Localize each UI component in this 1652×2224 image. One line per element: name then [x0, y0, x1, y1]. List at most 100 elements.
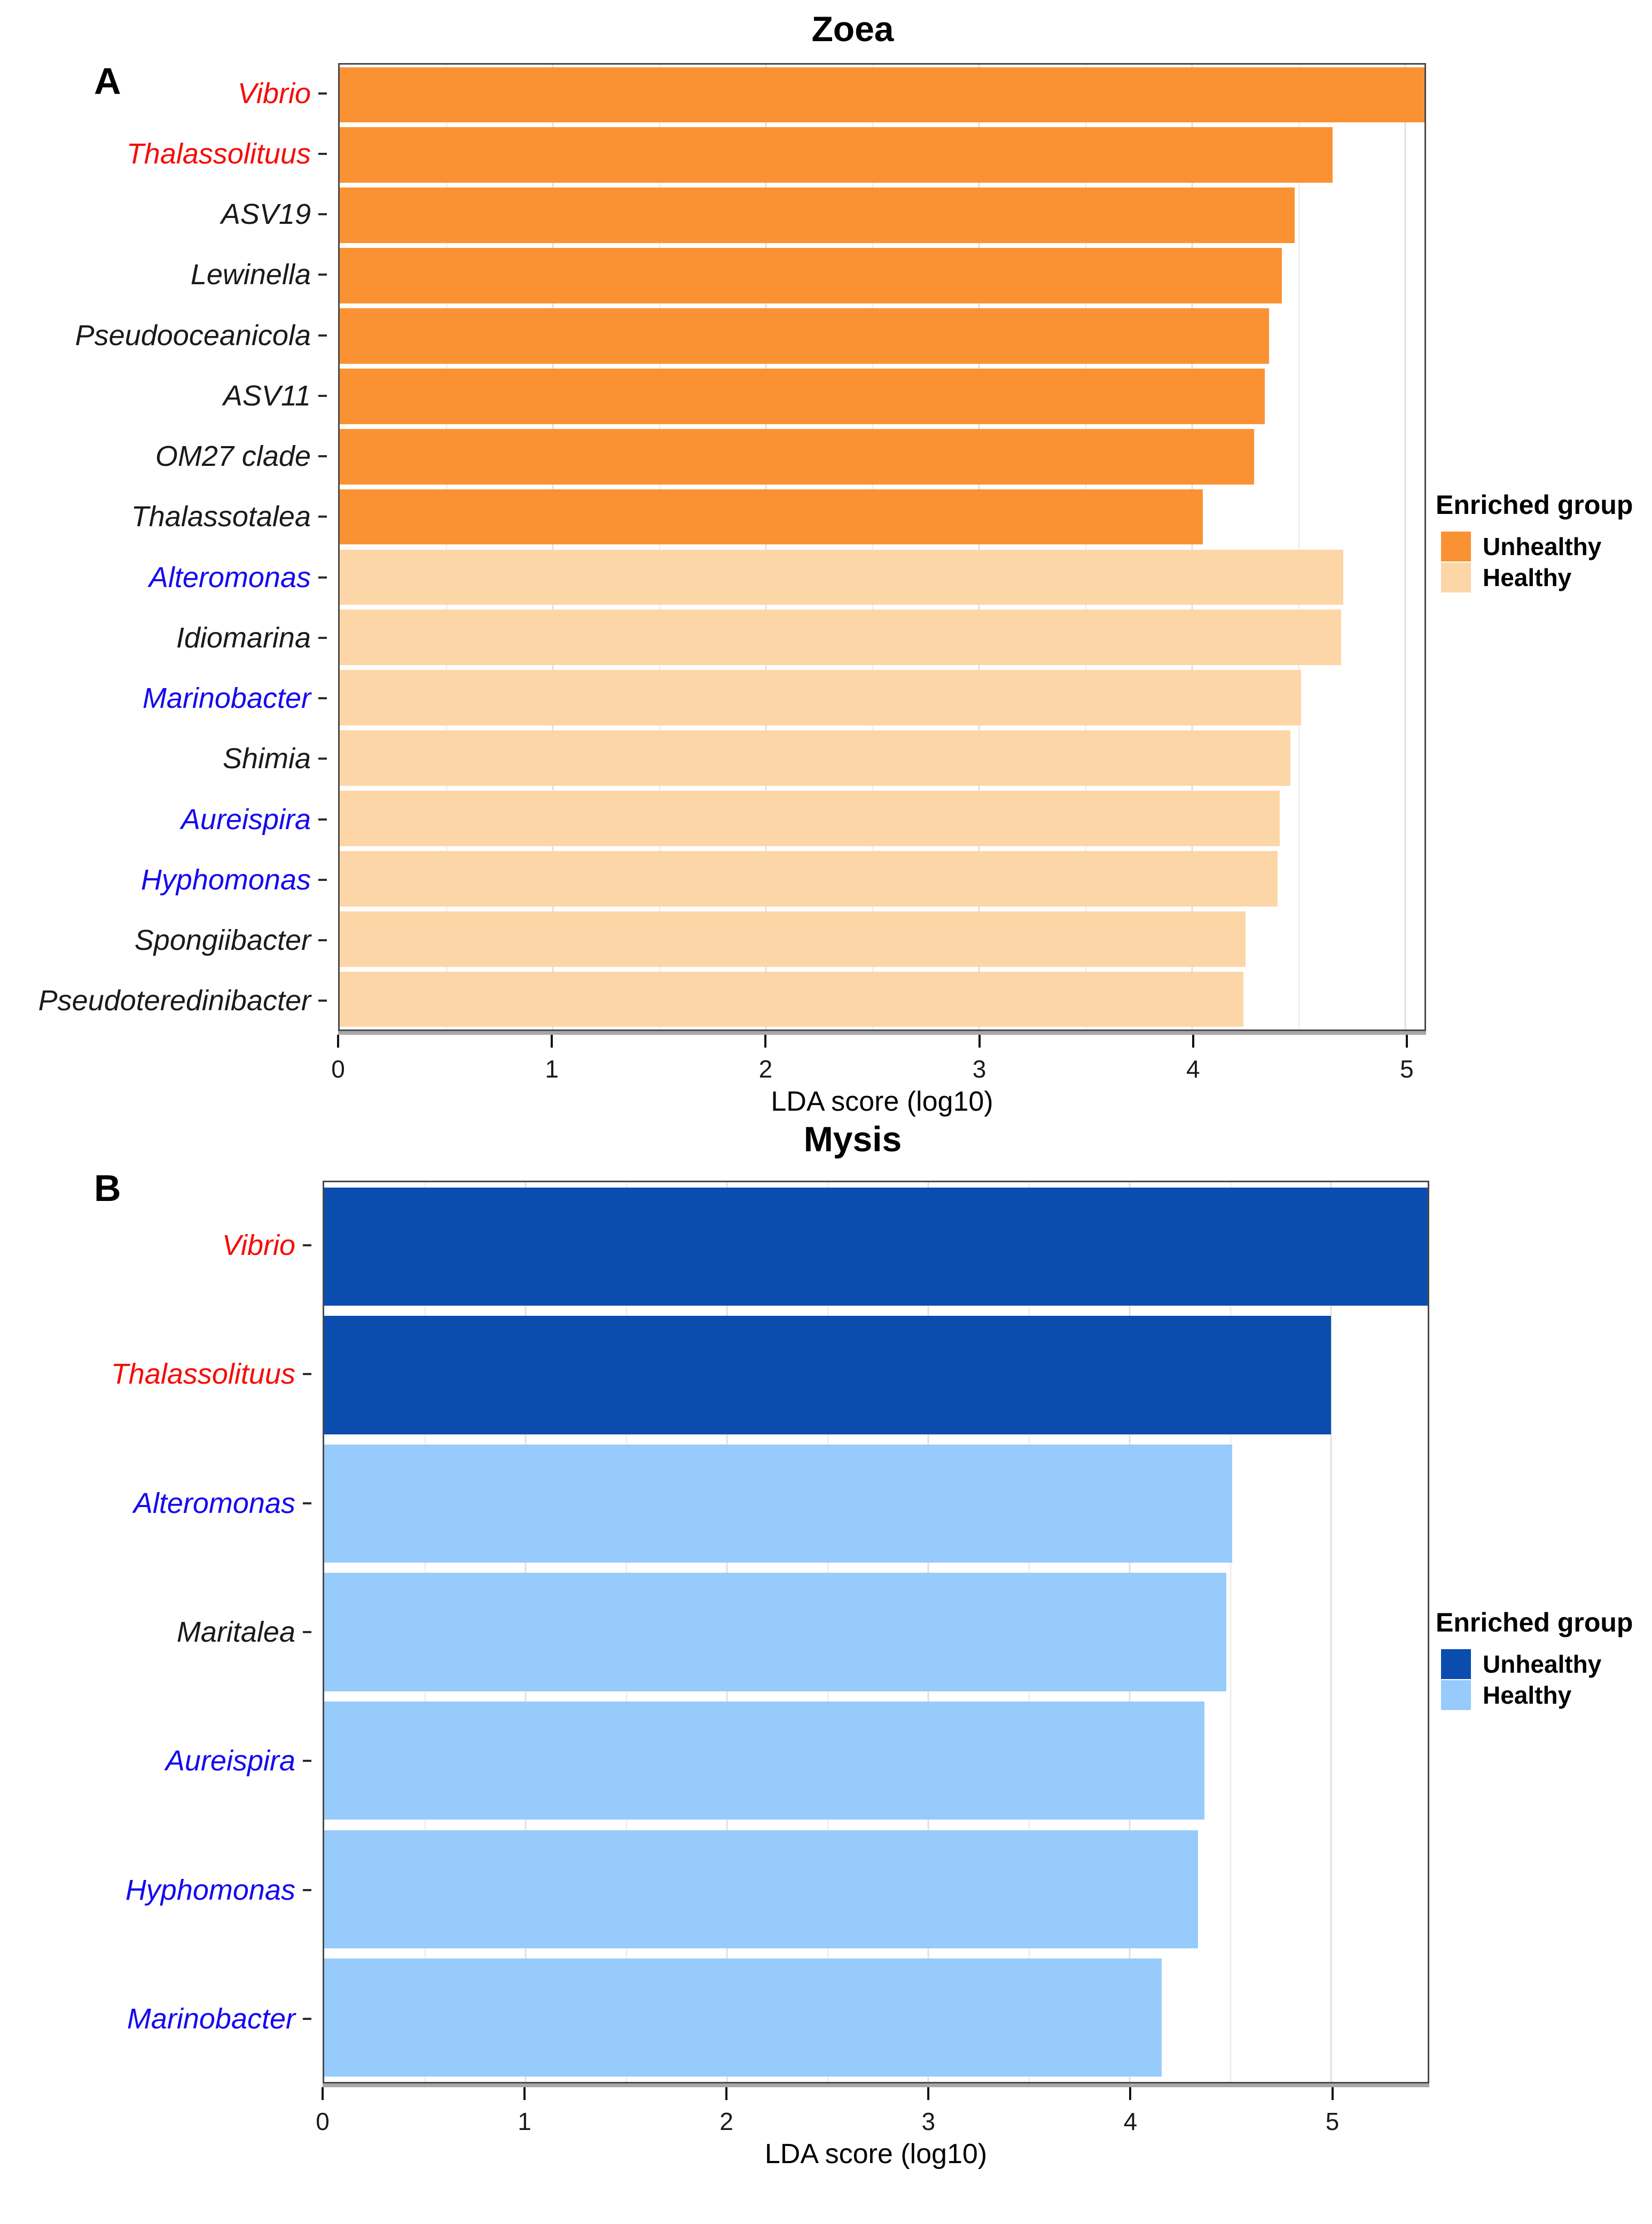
gridline — [659, 65, 661, 1029]
x-tick-3 — [927, 2087, 930, 2100]
ylabel-asv19: ASV19 — [221, 198, 311, 231]
bar-row-om27-clade — [340, 426, 1424, 487]
bar-aureispira — [340, 791, 1280, 846]
x-tick-label-3: 3 — [921, 2108, 936, 2135]
bar-maritalea — [324, 1573, 1226, 1691]
bar-vibrio — [340, 67, 1424, 123]
gridline — [1230, 1182, 1232, 2082]
gridline — [872, 65, 874, 1029]
x-tick-label-2: 2 — [719, 2108, 733, 2135]
x-tick-3 — [978, 1035, 981, 1048]
y-tick — [318, 939, 327, 942]
ylabel-spongiibacter: Spongiibacter — [134, 924, 311, 957]
x-tick-4 — [1129, 2087, 1132, 2100]
bar-thalassolituus — [340, 127, 1333, 183]
gridline — [552, 65, 554, 1029]
plot-area — [323, 1181, 1429, 2083]
ylabel-row-hyphomonas: Hyphomonas — [0, 849, 327, 910]
chart-title-mysis: Mysis — [803, 1119, 902, 1159]
bar-row-lewinella — [340, 246, 1424, 306]
y-tick — [318, 758, 327, 760]
bar-row-marinobacter — [324, 1953, 1428, 2082]
ylabel-thalassotalea: Thalassotalea — [131, 501, 311, 533]
x-tick-label-1: 1 — [545, 1055, 559, 1083]
y-tick — [318, 334, 327, 337]
ylabel-lewinella: Lewinella — [190, 259, 311, 291]
bar-thalassotalea — [340, 489, 1203, 545]
x-axis: 0 1 2 3 4 5 — [316, 2083, 1429, 2158]
ylabel-row-om27-clade: OM27 clade — [0, 426, 327, 487]
bar-om27-clade — [340, 428, 1254, 485]
bar-row-vibrio — [340, 65, 1424, 125]
legend-swatch-unhealthy — [1441, 1649, 1471, 1679]
ylabel-alteromonas: Alteromonas — [133, 1487, 295, 1519]
legend-swatch-healthy — [1441, 1680, 1471, 1710]
y-tick — [318, 455, 327, 458]
y-tick — [303, 1889, 311, 1891]
plot-area — [338, 63, 1426, 1031]
ylabel-row-thalassolituus: Thalassolituus — [0, 123, 327, 184]
bar-row-thalassolituus — [324, 1311, 1428, 1440]
legend-item-healthy: Healthy — [1436, 1680, 1652, 1711]
bar-row-asv11 — [340, 366, 1424, 426]
y-tick — [318, 394, 327, 397]
bar-aureispira — [324, 1701, 1204, 1820]
panel-letter-a: A — [94, 60, 121, 102]
y-tick — [318, 818, 327, 821]
ylabel-row-lewinella: Lewinella — [0, 245, 327, 305]
ylabel-row-thalassotalea: Thalassotalea — [0, 487, 327, 547]
bar-row-pseudoteredinibacter — [340, 969, 1424, 1029]
y-tick — [318, 576, 327, 579]
ylabel-row-alteromonas: Alteromonas — [0, 1439, 311, 1567]
y-tick — [318, 878, 327, 881]
x-tick-label-1: 1 — [518, 2108, 531, 2135]
legend-title: Enriched group — [1436, 490, 1633, 520]
x-tick-1 — [551, 1035, 553, 1048]
x-tick-0 — [322, 2087, 324, 2100]
bar-pseudooceanicola — [340, 308, 1269, 364]
y-tick — [303, 1502, 311, 1504]
bar-alteromonas — [340, 549, 1344, 605]
ylabel-marinobacter: Marinobacter — [127, 2003, 295, 2035]
x-tick-label-3: 3 — [972, 1055, 986, 1083]
ylabel-thalassolituus: Thalassolituus — [126, 137, 311, 170]
y-tick — [303, 1760, 311, 1762]
ylabel-asv11: ASV11 — [223, 379, 311, 412]
bar-asv11 — [340, 368, 1265, 424]
bar-row-spongiibacter — [340, 909, 1424, 969]
bar-row-aureispira — [324, 1696, 1428, 1825]
ylabel-hyphomonas: Hyphomonas — [140, 863, 311, 896]
y-tick — [303, 1373, 311, 1376]
gridline — [1330, 1182, 1332, 2082]
ylabel-row-thalassolituus: Thalassolituus — [0, 1309, 311, 1438]
ylabel-vibrio: Vibrio — [237, 77, 311, 110]
legend-swatch-unhealthy — [1441, 532, 1471, 561]
y-tick — [318, 697, 327, 700]
x-tick-label-2: 2 — [758, 1055, 773, 1083]
x-tick-label-4: 4 — [1123, 2108, 1138, 2135]
ylabel-row-pseudoteredinibacter: Pseudoteredinibacter — [0, 971, 327, 1031]
bar-idiomarina — [340, 610, 1342, 666]
ylabel-om27-clade: OM27 clade — [155, 440, 311, 473]
bar-hyphomonas — [340, 850, 1278, 907]
ylabel-row-marinobacter: Marinobacter — [0, 668, 327, 729]
x-axis-line — [338, 1031, 1426, 1035]
y-tick — [318, 152, 327, 155]
legend-label-unhealthy: Unhealthy — [1483, 1650, 1602, 1678]
bar-hyphomonas — [324, 1830, 1199, 1948]
ylabel-row-pseudooceanicola: Pseudooceanicola — [0, 305, 327, 365]
ylabel-vibrio: Vibrio — [222, 1229, 295, 1261]
legend-label-unhealthy: Unhealthy — [1483, 533, 1602, 560]
chart-title-zoea: Zoea — [811, 9, 894, 49]
ylabel-row-idiomarina: Idiomarina — [0, 607, 327, 668]
x-tick-label-0: 0 — [316, 2108, 330, 2135]
x-tick-2 — [725, 2087, 728, 2100]
x-tick-1 — [523, 2087, 526, 2100]
x-axis-title: LDA score (log10) — [764, 2139, 988, 2170]
legend-title: Enriched group — [1436, 1607, 1633, 1637]
y-tick — [318, 274, 327, 276]
panel-letter-b: B — [94, 1167, 121, 1209]
bar-row-alteromonas — [324, 1439, 1428, 1568]
ylabel-thalassolituus: Thalassolituus — [111, 1358, 295, 1391]
